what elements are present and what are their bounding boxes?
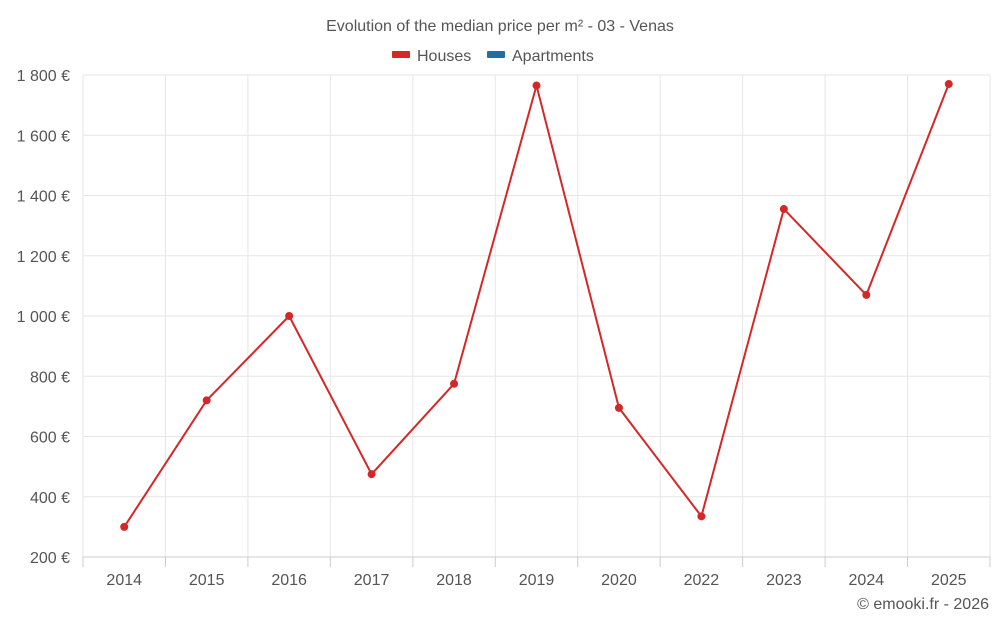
legend-label-apartments: Apartments <box>512 48 594 65</box>
data-point-houses[interactable] <box>532 81 541 90</box>
y-tick-label: 1 400 € <box>17 189 70 206</box>
data-point-houses[interactable] <box>367 470 376 479</box>
x-tick-label: 2023 <box>766 572 802 589</box>
x-tick-label: 2014 <box>106 572 142 589</box>
y-tick-label: 400 € <box>30 490 70 507</box>
x-tick-label: 2024 <box>849 572 885 589</box>
y-tick-label: 800 € <box>30 369 70 386</box>
x-tick-label: 2019 <box>519 572 555 589</box>
chart-title: Evolution of the median price per m² - 0… <box>326 18 674 35</box>
y-tick-label: 1 000 € <box>17 309 70 326</box>
x-tick-label: 2025 <box>931 572 967 589</box>
x-axis: 2014 2015 2016 2017 2018 2019 2020 2022 2023 2024… <box>82 556 991 589</box>
x-tick-label: 2022 <box>684 572 720 589</box>
credit-text: © emooki.fr - 2026 <box>857 596 989 613</box>
data-point-houses[interactable] <box>120 522 129 531</box>
grid-lines <box>82 74 991 558</box>
data-point-houses[interactable] <box>697 512 706 521</box>
y-tick-label: 1 800 € <box>17 68 70 85</box>
legend-swatch-apartments <box>487 51 505 58</box>
data-point-houses[interactable] <box>779 205 788 214</box>
y-tick-label: 1 200 € <box>17 249 70 266</box>
y-axis: 200 € 400 € 600 € 800 € 1 000 € 1 200 € 1 400 … <box>17 68 70 567</box>
legend-swatch-houses <box>392 51 410 58</box>
data-point-houses[interactable] <box>614 403 623 412</box>
y-tick-label: 1 600 € <box>17 128 70 145</box>
legend: Houses Apartments <box>392 48 594 65</box>
data-point-houses[interactable] <box>202 396 211 405</box>
x-tick-label: 2020 <box>601 572 637 589</box>
data-point-houses[interactable] <box>285 312 294 320</box>
data-point-houses[interactable] <box>944 80 953 89</box>
series-layer <box>120 80 953 531</box>
y-tick-label: 600 € <box>30 430 70 447</box>
x-tick-label: 2015 <box>189 572 225 589</box>
x-tick-label: 2017 <box>354 572 390 589</box>
data-point-houses[interactable] <box>862 290 871 299</box>
legend-item-houses[interactable]: Houses <box>392 48 471 65</box>
x-tick-label: 2018 <box>436 572 472 589</box>
legend-item-apartments[interactable]: Apartments <box>487 48 594 65</box>
y-tick-label: 200 € <box>30 550 70 567</box>
data-point-houses[interactable] <box>450 379 459 388</box>
legend-label-houses: Houses <box>417 48 471 65</box>
x-tick-label: 2016 <box>271 572 307 589</box>
